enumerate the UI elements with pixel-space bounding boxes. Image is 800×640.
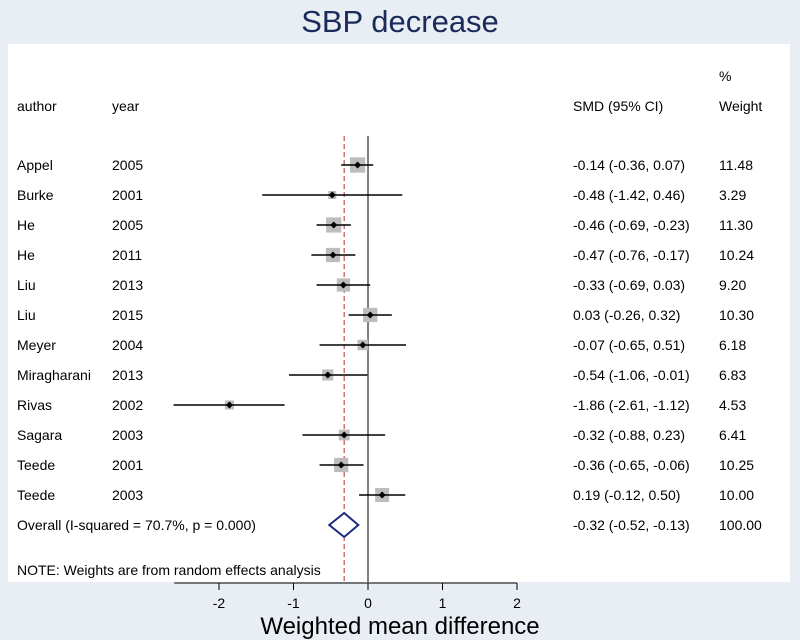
x-tick-label: 0 — [364, 595, 372, 611]
study-author: Burke — [17, 187, 54, 203]
study-ci-text: -0.07 (-0.65, 0.51) — [573, 337, 685, 353]
study-year: 2004 — [112, 337, 143, 353]
study-year: 2001 — [112, 457, 143, 473]
header-weight-percent: % — [719, 68, 731, 84]
study-author: Teede — [17, 457, 55, 473]
overall-label: Overall (I-squared = 70.7%, p = 0.000) — [17, 517, 256, 533]
study-author: He — [17, 247, 35, 263]
study-ci-text: 0.03 (-0.26, 0.32) — [573, 307, 680, 323]
study-author: He — [17, 217, 35, 233]
study-weight: 6.83 — [719, 367, 746, 383]
study-author: Liu — [17, 277, 36, 293]
study-point-estimate — [354, 161, 362, 169]
study-ci-text: 0.19 (-0.12, 0.50) — [573, 487, 680, 503]
study-point-estimate — [324, 371, 332, 379]
study-year: 2013 — [112, 367, 143, 383]
study-ci-text: -0.36 (-0.65, -0.06) — [573, 457, 690, 473]
x-axis-label: Weighted mean difference — [260, 613, 539, 640]
study-author: Miragharani — [17, 367, 91, 383]
study-ci-text: -0.14 (-0.36, 0.07) — [573, 157, 685, 173]
study-author: Rivas — [17, 397, 52, 413]
study-point-estimate — [366, 311, 374, 319]
study-ci-text: -0.54 (-1.06, -0.01) — [573, 367, 690, 383]
header-weight: Weight — [719, 98, 762, 114]
study-year: 2005 — [112, 157, 143, 173]
study-weight: 6.41 — [719, 427, 746, 443]
study-weight: 10.30 — [719, 307, 754, 323]
study-weight: 11.48 — [719, 157, 753, 173]
study-weight: 10.00 — [719, 487, 754, 503]
study-year: 2015 — [112, 307, 143, 323]
study-year: 2003 — [112, 427, 143, 443]
study-ci-text: -0.32 (-0.88, 0.23) — [573, 427, 685, 443]
study-weight: 3.29 — [719, 187, 746, 203]
study-author: Appel — [17, 157, 53, 173]
study-point-estimate — [339, 281, 347, 289]
x-tick-label: -1 — [287, 595, 300, 611]
study-year: 2003 — [112, 487, 143, 503]
study-weight: 10.25 — [719, 457, 754, 473]
study-point-estimate — [329, 251, 337, 259]
study-point-estimate — [359, 341, 367, 349]
study-weight: 11.30 — [719, 217, 753, 233]
study-point-estimate — [340, 431, 348, 439]
plot-panel — [8, 44, 790, 582]
study-ci-text: -0.47 (-0.76, -0.17) — [573, 247, 690, 263]
x-tick-label: -2 — [213, 595, 226, 611]
study-author: Meyer — [17, 337, 56, 353]
x-tick-label: 2 — [513, 595, 521, 611]
weights-note: NOTE: Weights are from random effects an… — [17, 562, 321, 578]
header-smd: SMD (95% CI) — [573, 98, 663, 114]
study-ci-text: -0.46 (-0.69, -0.23) — [573, 217, 690, 233]
header-year: year — [112, 98, 140, 114]
study-point-estimate — [330, 221, 338, 229]
header-author: author — [17, 98, 57, 114]
study-author: Sagara — [17, 427, 62, 443]
study-weight: 10.24 — [719, 247, 754, 263]
study-year: 2002 — [112, 397, 143, 413]
study-point-estimate — [337, 461, 345, 469]
study-ci-text: -1.86 (-2.61, -1.12) — [573, 397, 690, 413]
study-author: Teede — [17, 487, 55, 503]
study-point-estimate — [378, 491, 386, 499]
overall-weight: 100.00 — [719, 517, 762, 533]
study-weight: 9.20 — [719, 277, 746, 293]
study-year: 2001 — [112, 187, 143, 203]
overall-ci-text: -0.32 (-0.52, -0.13) — [573, 517, 690, 533]
study-ci-text: -0.33 (-0.69, 0.03) — [573, 277, 685, 293]
x-tick-label: 1 — [439, 595, 447, 611]
study-author: Liu — [17, 307, 36, 323]
study-point-estimate — [328, 191, 336, 199]
study-year: 2005 — [112, 217, 143, 233]
chart-title: SBP decrease — [301, 4, 499, 39]
study-ci-text: -0.48 (-1.42, 0.46) — [573, 187, 685, 203]
study-year: 2013 — [112, 277, 143, 293]
study-weight: 4.53 — [719, 397, 746, 413]
overall-diamond — [327, 511, 360, 539]
study-weight: 6.18 — [719, 337, 746, 353]
study-year: 2011 — [112, 247, 142, 263]
study-point-estimate — [225, 401, 233, 409]
